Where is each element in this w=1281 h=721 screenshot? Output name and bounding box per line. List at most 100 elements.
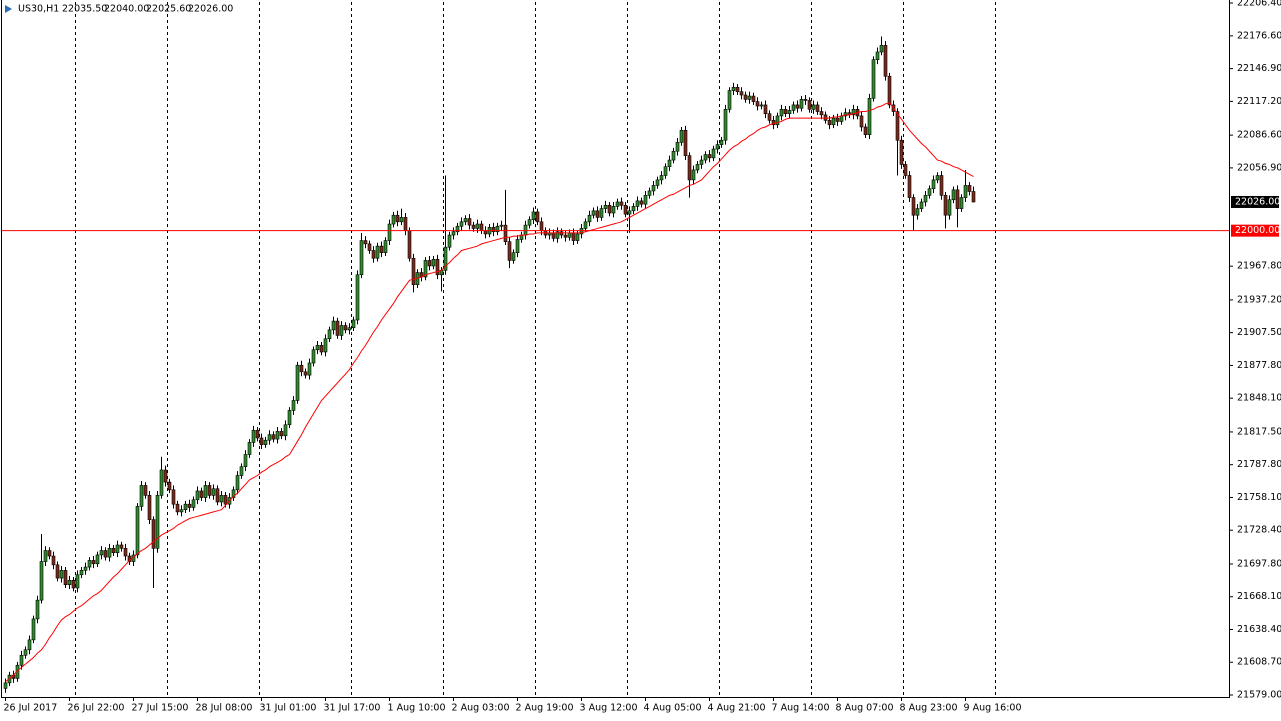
candle-body — [571, 232, 576, 241]
candle-body — [651, 185, 656, 192]
candle-body — [59, 570, 64, 579]
candle-body — [295, 364, 300, 401]
candle-body — [391, 214, 396, 225]
candle-body — [679, 129, 684, 143]
candle-body — [867, 97, 872, 135]
candle-body — [747, 95, 752, 100]
candle-body — [907, 175, 912, 198]
candle-body — [911, 197, 916, 216]
candle-body — [235, 475, 240, 491]
overlays: 22000.00 22026.00 — [2, 102, 1280, 683]
y-tick-label: 22117.20 — [1237, 96, 1281, 107]
candle-body — [527, 219, 532, 226]
candle-body — [707, 154, 712, 159]
candle-body — [643, 195, 648, 205]
candle-body — [551, 232, 556, 239]
candle-body — [3, 682, 8, 689]
candle-body — [655, 179, 660, 186]
moving-average — [5, 102, 974, 683]
candle-body — [19, 654, 24, 666]
candle-body — [267, 434, 272, 441]
candle-body — [23, 649, 28, 656]
candle-body — [919, 201, 924, 209]
candle-body — [839, 115, 844, 122]
x-tick-label: 4 Aug 05:00 — [644, 703, 702, 714]
candle-body — [403, 217, 408, 231]
candle-body — [443, 246, 448, 271]
y-tick-label: 21787.80 — [1237, 459, 1281, 470]
candle-body — [671, 150, 676, 161]
candle-body — [931, 179, 936, 190]
candle-body — [807, 100, 812, 110]
candle-body — [635, 200, 640, 207]
candle-body — [219, 495, 224, 503]
candle-body — [615, 201, 620, 207]
x-tick-label: 26 Jul 2017 — [4, 703, 58, 714]
candle-body — [691, 169, 696, 181]
candle-body — [587, 214, 592, 223]
candle-body — [371, 250, 376, 259]
candle-body — [143, 485, 148, 496]
candle-body — [75, 574, 80, 589]
candle-body — [811, 104, 816, 110]
candle-body — [875, 51, 880, 60]
candle-body — [243, 454, 248, 467]
candle-body — [47, 550, 52, 557]
candle-body — [775, 115, 780, 126]
x-tick-label: 7 Aug 14:00 — [772, 703, 830, 714]
candle-body — [463, 218, 468, 223]
candle-body — [331, 320, 336, 331]
candle-body — [159, 469, 164, 496]
candle-body — [423, 260, 428, 278]
candle-body — [147, 495, 152, 520]
y-tick-label: 22146.90 — [1237, 63, 1281, 74]
x-tick-label: 31 Jul 01:00 — [260, 703, 317, 714]
candle-body — [195, 490, 200, 501]
candle-body — [215, 488, 220, 503]
x-tick-label: 9 Aug 16:00 — [964, 703, 1022, 714]
candle-body — [255, 429, 260, 439]
candle-body — [803, 99, 808, 101]
candle-body — [51, 555, 56, 566]
candle-body — [231, 489, 236, 498]
candle-body — [299, 364, 304, 373]
candle-body — [451, 231, 456, 236]
candle-body — [827, 120, 832, 126]
candle-body — [411, 257, 416, 285]
candle-body — [339, 325, 344, 336]
candle-body — [731, 86, 736, 91]
y-tick-label: 22206.40 — [1237, 0, 1281, 9]
candle-body — [327, 329, 332, 340]
candle-body — [819, 111, 824, 116]
candle-body — [751, 95, 756, 102]
candle-body — [355, 274, 360, 321]
candle-body — [459, 221, 464, 227]
candle-body — [247, 442, 252, 455]
candle-body — [675, 142, 680, 152]
candle-body — [447, 234, 452, 248]
candle-body — [695, 164, 700, 171]
candle-body — [735, 86, 740, 92]
candle-body — [63, 570, 68, 586]
candle-body — [87, 560, 92, 568]
candle-body — [859, 115, 864, 128]
symbol-title: US30,H1 — [18, 4, 59, 15]
x-tick-label: 31 Jul 17:00 — [324, 703, 381, 714]
candle-body — [503, 224, 508, 242]
candle-body — [187, 503, 192, 508]
y-tick-label: 21579.00 — [1237, 690, 1281, 701]
candle-body — [367, 243, 372, 251]
candle-body — [623, 204, 628, 215]
candle-body — [567, 232, 572, 238]
candle-body — [955, 189, 960, 209]
y-tick-label: 21758.10 — [1237, 492, 1281, 503]
candle-body — [263, 439, 268, 445]
candle-body — [963, 185, 968, 198]
candle-body — [539, 221, 544, 231]
candle-body — [515, 239, 520, 254]
candle-body — [83, 566, 88, 571]
candle-body — [239, 466, 244, 476]
candle-body — [363, 240, 368, 245]
candle-body — [303, 371, 308, 376]
candle-body — [39, 561, 44, 601]
